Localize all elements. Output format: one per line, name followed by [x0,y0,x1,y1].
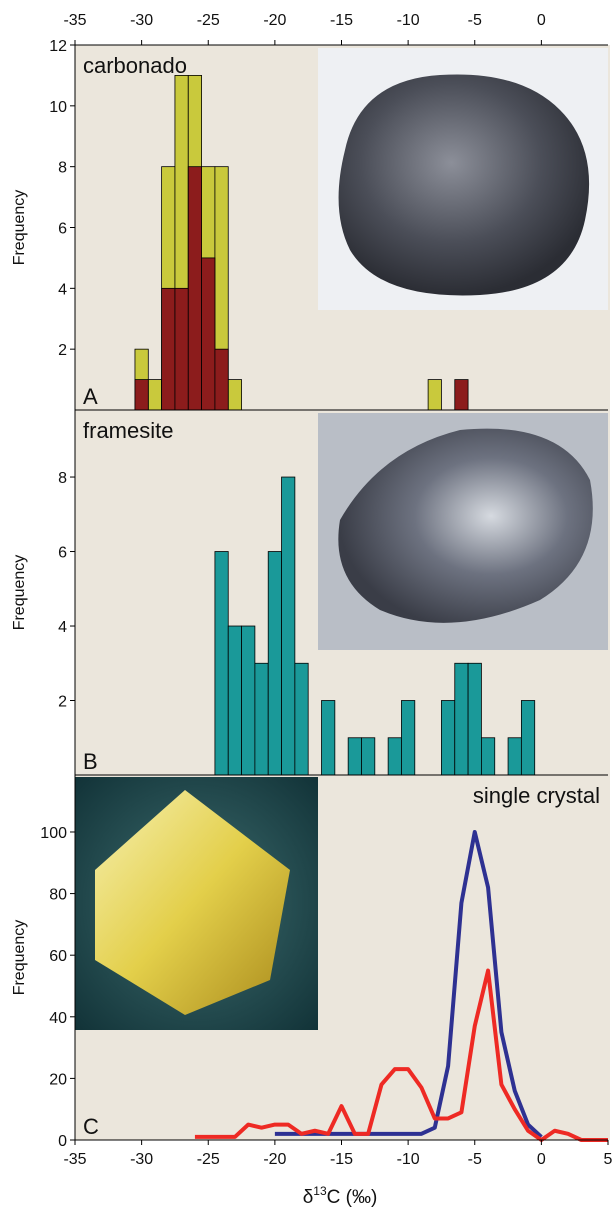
x-axis-label: δ13C (‰) [303,1184,378,1208]
y-tick-label: 8 [58,470,67,487]
bar [454,379,469,411]
bar [254,662,269,776]
bar [467,662,482,776]
y-tick-label: 0 [58,1133,67,1150]
bar [227,625,242,776]
y-tick-label: 10 [49,99,67,116]
y-tick-label: 6 [58,221,67,238]
bar [281,476,296,776]
plots [134,75,608,1142]
bar [214,551,229,776]
y-tick-label: 100 [40,825,67,842]
x-tick-label: 0 [537,1151,546,1168]
x-tick-label: -20 [263,12,286,29]
photo-carbonado [318,48,608,310]
bar [361,737,376,776]
bar [134,379,149,411]
bar [161,287,176,411]
x-tick-label: -30 [130,1151,153,1168]
bar [520,700,536,776]
x-tick-label: -25 [197,1151,220,1168]
bar [427,379,442,411]
panel-label: C [83,1114,99,1139]
x-tick-label: -35 [63,12,86,29]
x-tick-label: -30 [130,12,153,29]
panel-label: A [83,384,98,409]
y-axis-label: Frequency [11,920,28,996]
panel-title: carbonado [83,53,187,78]
bar [174,287,189,411]
y-axis-label: Frequency [11,190,28,266]
labels: 2 4 6 8 10 12 -35 -30 -25 -20 -15 -10 -5 0 carbonado A F… [11,12,613,1208]
x-tick-label: -10 [397,1151,420,1168]
bar [441,700,456,776]
y-tick-label: 6 [58,545,67,562]
bar [147,379,163,411]
y-tick-label: 4 [58,281,67,298]
bar [347,737,362,776]
bar [321,700,336,776]
bar [294,662,309,776]
x-tick-label: 0 [537,12,546,29]
bar [201,257,216,411]
y-tick-label: 60 [49,948,67,965]
bar [481,737,496,776]
y-tick-label: 20 [49,1071,67,1088]
panel-title: framesite [83,418,173,443]
x-tick-label: -10 [397,12,420,29]
x-axis-label-part: 13 [313,1184,327,1198]
y-tick-label: 40 [49,1010,67,1027]
bar [454,662,469,776]
x-tick-label: -15 [330,12,353,29]
bar [387,737,402,776]
y-tick-label: 2 [58,694,67,711]
x-tick-label: -5 [468,1151,482,1168]
bar [214,348,229,411]
y-tick-label: 8 [58,160,67,177]
y-tick-label: 4 [58,619,67,636]
bar [507,737,522,776]
panel-title: single crystal [473,783,600,808]
bar [187,166,202,411]
photo-framesite [318,413,608,650]
bar [401,700,416,776]
bar [241,625,256,776]
x-tick-label: -15 [330,1151,353,1168]
y-axis-label: Frequency [11,555,28,631]
x-axis-label-part: δ [303,1187,314,1208]
x-tick-label: -20 [263,1151,286,1168]
photo-single-crystal [75,777,318,1030]
y-tick-label: 2 [58,342,67,359]
line [274,829,543,1139]
line [194,968,608,1142]
bar [227,379,242,411]
x-tick-label: -5 [468,12,482,29]
y-tick-label: 80 [49,887,67,904]
panel-label: B [83,749,98,774]
bar [267,551,282,776]
x-tick-label: 5 [604,1151,613,1168]
x-axis-label-part: C (‰) [327,1187,378,1208]
x-tick-label: -25 [197,12,220,29]
y-tick-label: 12 [49,38,67,55]
x-tick-label: -35 [63,1151,86,1168]
